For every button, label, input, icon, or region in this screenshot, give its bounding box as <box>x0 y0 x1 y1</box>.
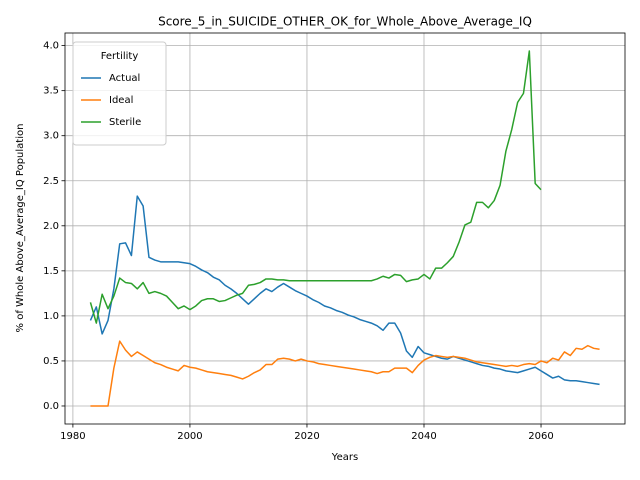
x-tick-label: 2000 <box>177 431 202 442</box>
legend-box <box>72 41 167 146</box>
y-tick-label: 1.0 <box>43 311 59 322</box>
x-tick-label: 2020 <box>294 431 319 442</box>
y-tick-label: 1.5 <box>43 266 59 277</box>
y-tick-label: 3.5 <box>43 86 59 97</box>
legend-title: Fertility <box>101 51 139 62</box>
y-tick-label: 3.0 <box>43 131 59 142</box>
x-tick-label: 1980 <box>60 431 85 442</box>
plot-frame <box>64 32 626 425</box>
x-axis-label: Years <box>331 452 358 463</box>
line-series <box>89 195 600 386</box>
legend-label: Actual <box>109 73 140 84</box>
y-tick-label: 2.5 <box>43 176 59 187</box>
line-series <box>90 340 600 407</box>
y-axis-label: % of Whole Above_Average_IQ Population <box>15 124 26 333</box>
y-tick-label: 4.0 <box>43 41 59 52</box>
legend-label: Sterile <box>109 117 141 128</box>
y-tick-label: 0.0 <box>43 401 59 412</box>
line-series <box>89 50 542 324</box>
y-tick-label: 0.5 <box>43 356 59 367</box>
y-tick-label: 2.0 <box>43 221 59 232</box>
x-tick-label: 2060 <box>528 431 553 442</box>
chart-title: Score_5_in_SUICIDE_OTHER_OK_for_Whole_Ab… <box>158 15 532 29</box>
legend-label: Ideal <box>109 95 133 106</box>
x-tick-label: 2040 <box>411 431 436 442</box>
